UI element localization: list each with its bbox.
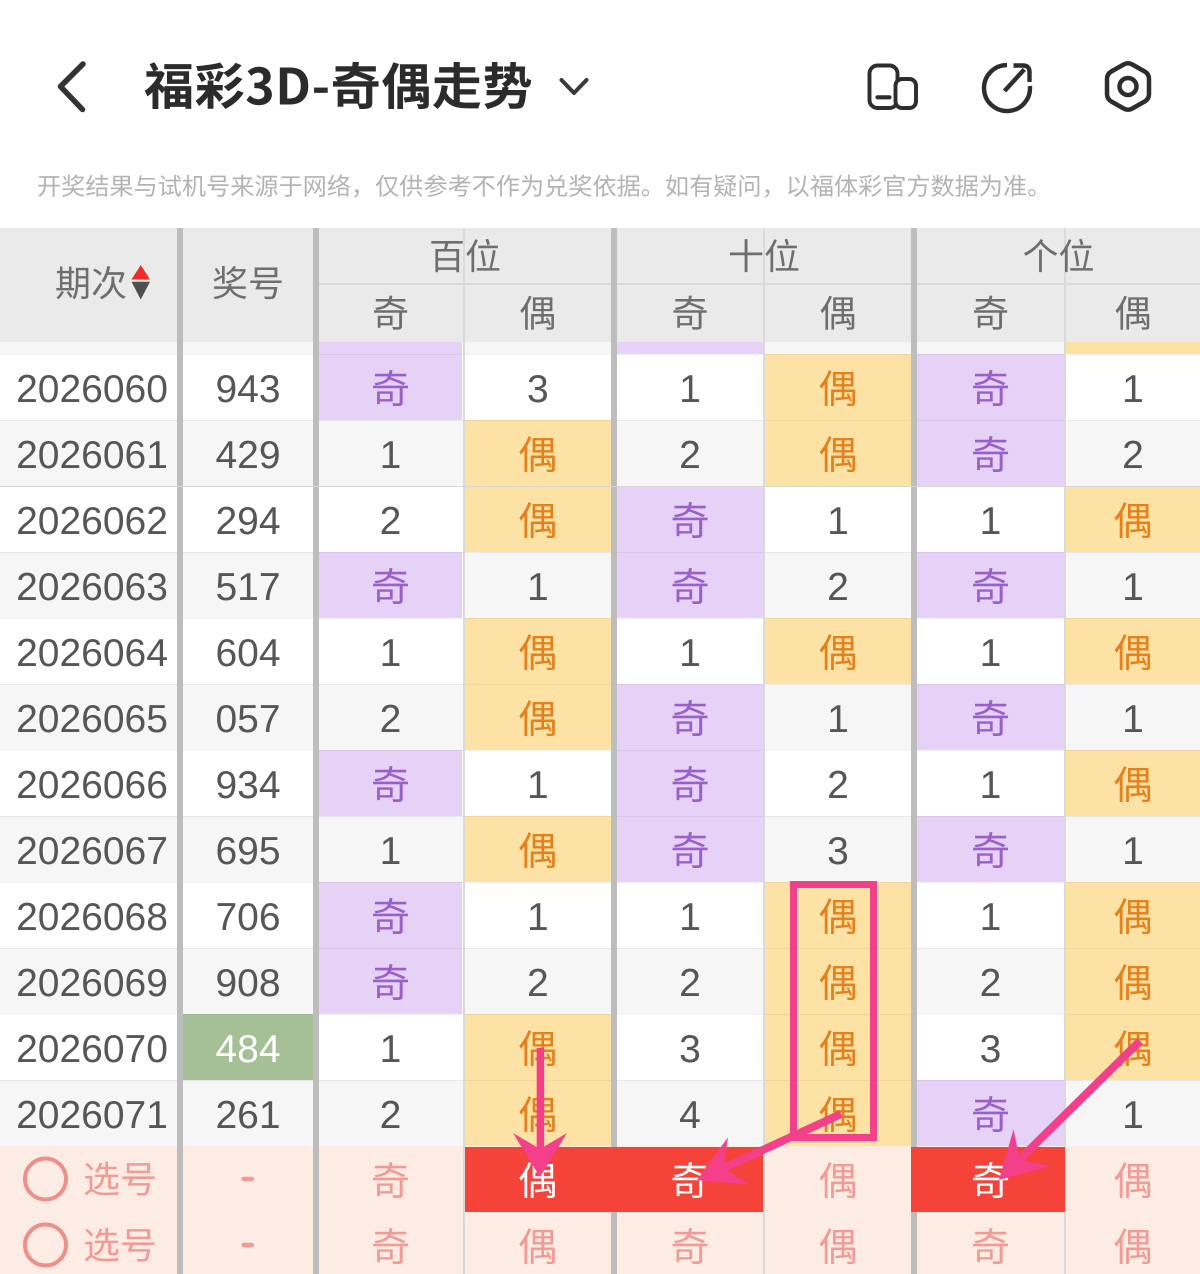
svg-text:1: 1 [827, 500, 849, 543]
svg-text:517: 517 [215, 566, 280, 609]
svg-text:1: 1 [679, 896, 701, 939]
svg-text:2026063: 2026063 [16, 566, 168, 609]
svg-text:2026067: 2026067 [16, 830, 168, 873]
svg-text:2026069: 2026069 [16, 962, 168, 1005]
svg-text:484: 484 [215, 1028, 280, 1071]
svg-text:2026062: 2026062 [16, 500, 168, 543]
svg-text:294: 294 [215, 500, 280, 543]
svg-text:2026068: 2026068 [16, 896, 168, 939]
svg-text:2026070: 2026070 [16, 1028, 168, 1071]
svg-text:1: 1 [679, 368, 701, 411]
svg-text:1: 1 [1122, 368, 1144, 411]
svg-text:2: 2 [380, 698, 402, 741]
svg-text:429: 429 [215, 434, 280, 477]
svg-text:1: 1 [827, 698, 849, 741]
svg-text:3: 3 [827, 830, 849, 873]
svg-text:2: 2 [827, 566, 849, 609]
svg-text:2: 2 [827, 764, 849, 807]
svg-text:604: 604 [215, 632, 280, 675]
svg-text:706: 706 [215, 896, 280, 939]
svg-text:2: 2 [380, 1094, 402, 1137]
svg-text:4: 4 [679, 1094, 701, 1137]
svg-text:2026060: 2026060 [16, 368, 168, 411]
svg-text:695: 695 [215, 830, 280, 873]
svg-text:2026064: 2026064 [16, 632, 168, 675]
svg-text:2: 2 [380, 500, 402, 543]
svg-text:1: 1 [679, 632, 701, 675]
svg-text:1: 1 [980, 500, 1002, 543]
svg-text:1: 1 [1122, 830, 1144, 873]
svg-text:057: 057 [215, 698, 280, 741]
svg-text:1: 1 [527, 896, 549, 939]
svg-text:934: 934 [215, 764, 280, 807]
svg-text:1: 1 [1122, 1094, 1144, 1137]
svg-text:1: 1 [980, 632, 1002, 675]
svg-text:2: 2 [679, 434, 701, 477]
svg-text:3: 3 [980, 1028, 1002, 1071]
svg-text:1: 1 [380, 632, 402, 675]
svg-text:1: 1 [980, 764, 1002, 807]
svg-text:1: 1 [380, 1028, 402, 1071]
svg-text:1: 1 [527, 764, 549, 807]
svg-text:2026061: 2026061 [16, 434, 168, 477]
svg-text:2026071: 2026071 [16, 1094, 168, 1137]
svg-text:1: 1 [1122, 698, 1144, 741]
svg-text:908: 908 [215, 962, 280, 1005]
svg-text:2: 2 [980, 962, 1002, 1005]
svg-text:1: 1 [980, 896, 1002, 939]
svg-text:3: 3 [679, 1028, 701, 1071]
svg-text:1: 1 [527, 566, 549, 609]
svg-text:2: 2 [527, 962, 549, 1005]
svg-text:2026066: 2026066 [16, 764, 168, 807]
svg-text:2026065: 2026065 [16, 698, 168, 741]
svg-text:261: 261 [215, 1094, 280, 1137]
svg-text:2: 2 [1122, 434, 1144, 477]
svg-text:3: 3 [527, 368, 549, 411]
svg-text:1: 1 [380, 434, 402, 477]
svg-text:943: 943 [215, 368, 280, 411]
svg-text:2: 2 [679, 962, 701, 1005]
svg-text:1: 1 [1122, 566, 1144, 609]
svg-text:1: 1 [380, 830, 402, 873]
